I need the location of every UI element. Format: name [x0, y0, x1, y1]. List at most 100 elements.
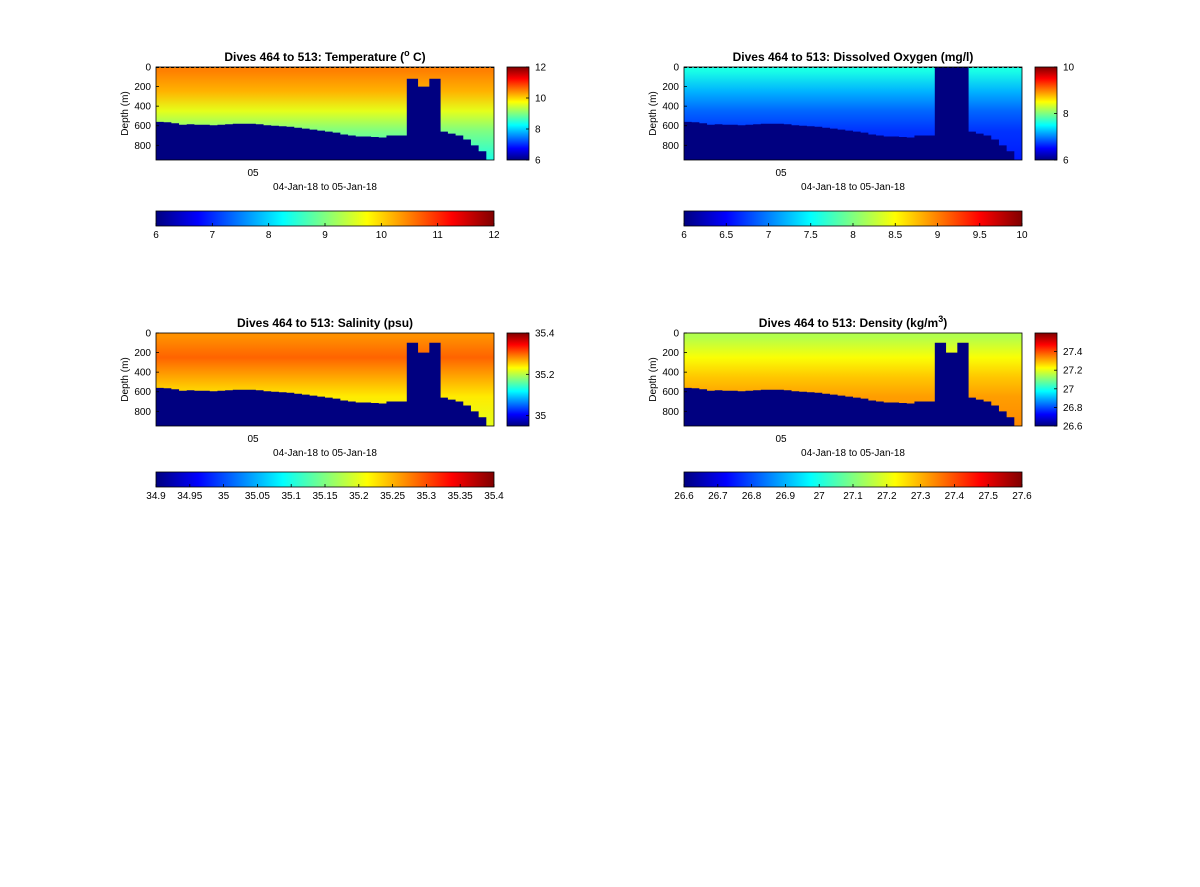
side-colorbar-label: 6 [1063, 156, 1069, 167]
side-colorbar [506, 332, 530, 427]
bottom-colorbar-label: 34.95 [177, 491, 202, 502]
side-colorbar-label: 12 [535, 63, 547, 74]
y-tick-label: 400 [662, 368, 679, 379]
chart-title: Dives 464 to 513: Dissolved Oxygen (mg/l… [733, 50, 974, 64]
side-colorbar-label: 35.4 [535, 329, 555, 340]
y-tick-label: 400 [134, 102, 151, 113]
bottom-colorbar-label: 35.25 [380, 491, 405, 502]
side-colorbar-label: 10 [535, 94, 547, 105]
side-colorbar-label: 26.6 [1063, 422, 1083, 433]
side-colorbar-label: 27.4 [1063, 347, 1083, 358]
y-tick-label: 0 [673, 63, 679, 74]
bottom-colorbar-label: 10 [376, 230, 388, 241]
side-colorbar-label: 35 [535, 411, 547, 422]
side-colorbar [506, 66, 530, 161]
data-gap-block [406, 342, 441, 426]
plot-frame [683, 332, 1023, 427]
bottom-colorbar-label: 12 [488, 230, 500, 241]
y-tick-label: 600 [662, 121, 679, 132]
bottom-colorbar-label: 8.5 [888, 230, 902, 241]
bottom-colorbar-label: 8 [850, 230, 856, 241]
bottom-colorbar-label: 11 [432, 230, 443, 241]
bottom-colorbar-label: 6.5 [719, 230, 733, 241]
bottom-colorbar-label: 27.6 [1012, 491, 1032, 502]
bottom-colorbar-label: 7.5 [804, 230, 818, 241]
bottom-colorbar-label: 27.1 [843, 491, 863, 502]
bottom-colorbar-label: 27 [814, 491, 826, 502]
y-tick-label: 0 [145, 63, 151, 74]
y-tick-label: 600 [134, 387, 151, 398]
y-tick-label: 200 [134, 82, 151, 93]
bottom-colorbar-label: 35.1 [281, 491, 301, 502]
side-colorbar [1034, 332, 1058, 427]
x-axis-label: 04-Jan-18 to 05-Jan-18 [273, 448, 377, 459]
x-tick-label: 05 [775, 434, 787, 445]
side-colorbar-label: 27 [1063, 384, 1075, 395]
bottom-colorbar-label: 7 [766, 230, 772, 241]
bottom-colorbar-label: 27.4 [945, 491, 965, 502]
side-colorbar-label: 8 [1063, 109, 1069, 120]
bottom-colorbar-label: 34.9 [146, 491, 166, 502]
bottom-colorbar-label: 35.4 [484, 491, 504, 502]
bottom-colorbar-label: 27.2 [877, 491, 897, 502]
bottom-colorbar-label: 26.8 [742, 491, 762, 502]
side-colorbar-label: 26.8 [1063, 403, 1083, 414]
x-axis-label: 04-Jan-18 to 05-Jan-18 [273, 182, 377, 193]
side-colorbar-label: 27.2 [1063, 366, 1083, 377]
bottom-colorbar-label: 26.6 [674, 491, 694, 502]
plot-frame [155, 66, 495, 161]
y-tick-label: 800 [662, 141, 679, 152]
y-tick-label: 200 [662, 348, 679, 359]
side-colorbar-label: 10 [1063, 63, 1075, 74]
bottom-colorbar-label: 9 [935, 230, 941, 241]
y-axis-label: Depth (m) [648, 91, 659, 135]
y-tick-label: 800 [134, 407, 151, 418]
chart-title: Dives 464 to 513: Temperature (o C) [224, 48, 425, 64]
side-colorbar-label: 8 [535, 125, 541, 136]
chart-title: Dives 464 to 513: Density (kg/m3) [759, 314, 947, 330]
side-colorbar-label: 35.2 [535, 370, 555, 381]
data-gap-block [934, 67, 969, 160]
x-tick-label: 05 [247, 434, 259, 445]
bottom-colorbar-label: 35 [218, 491, 230, 502]
bottom-colorbar-label: 9.5 [973, 230, 987, 241]
y-tick-label: 800 [662, 407, 679, 418]
y-tick-label: 200 [662, 82, 679, 93]
y-tick-label: 0 [145, 329, 151, 340]
y-axis-label: Depth (m) [120, 357, 131, 401]
side-colorbar [1034, 66, 1058, 161]
bottom-colorbar-label: 8 [266, 230, 272, 241]
chart-title: Dives 464 to 513: Salinity (psu) [237, 316, 413, 330]
y-tick-label: 600 [662, 387, 679, 398]
bottom-colorbar-label: 10 [1016, 230, 1028, 241]
y-axis-label: Depth (m) [120, 91, 131, 135]
bottom-colorbar-label: 35.15 [312, 491, 337, 502]
side-colorbar-label: 6 [535, 156, 541, 167]
y-tick-label: 0 [673, 329, 679, 340]
y-tick-label: 200 [134, 348, 151, 359]
x-tick-label: 05 [775, 168, 787, 179]
x-axis-label: 04-Jan-18 to 05-Jan-18 [801, 182, 905, 193]
plot-frame [155, 332, 495, 427]
y-axis-label: Depth (m) [648, 357, 659, 401]
plot-frame [683, 66, 1023, 161]
bottom-colorbar-label: 27.3 [911, 491, 931, 502]
bottom-colorbar-label: 35.35 [448, 491, 473, 502]
y-tick-label: 400 [662, 102, 679, 113]
data-gap-block [934, 342, 969, 426]
bottom-colorbar-label: 27.5 [978, 491, 998, 502]
bottom-colorbar-label: 7 [210, 230, 216, 241]
bottom-colorbar-label: 6 [153, 230, 159, 241]
bottom-colorbar-label: 9 [322, 230, 328, 241]
bottom-colorbar-label: 35.05 [245, 491, 270, 502]
x-axis-label: 04-Jan-18 to 05-Jan-18 [801, 448, 905, 459]
y-tick-label: 800 [134, 141, 151, 152]
bottom-colorbar-label: 26.7 [708, 491, 728, 502]
bottom-colorbar-label: 35.3 [417, 491, 437, 502]
bottom-colorbar-label: 6 [681, 230, 687, 241]
